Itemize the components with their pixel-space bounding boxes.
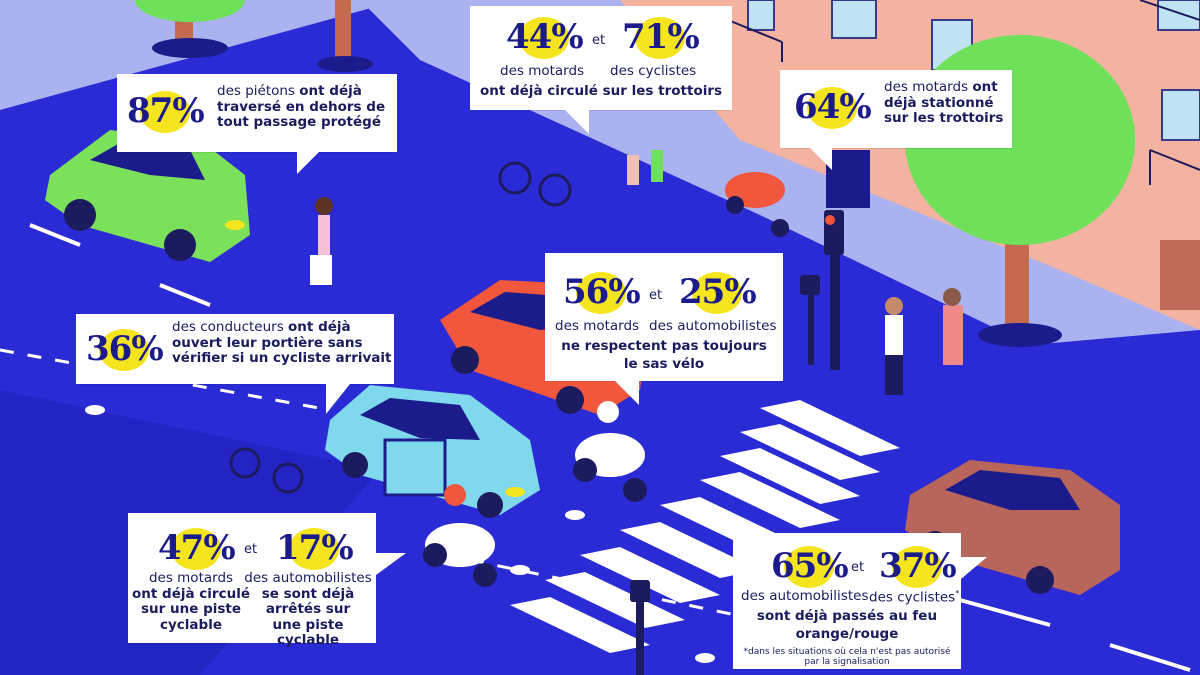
stat-door-line3: vérifier si un cycliste arrivait — [172, 350, 392, 367]
stat-bike-box-label-motards: des motards — [555, 318, 640, 334]
stat-bike-lane-a-line3: sur une piste — [140, 601, 242, 618]
stat-sidewalk-ride-label-cyclistes: des cyclistes — [610, 63, 697, 79]
stat-sidewalk-park-line1-bold: ont — [972, 79, 998, 95]
stat-door-line1: des conducteurs — [172, 319, 284, 335]
stat-door-line2: ouvert leur portière sans — [172, 334, 363, 351]
stat-bike-box-label-automobilistes: des automobilistes — [649, 318, 777, 334]
bubble-tail — [565, 110, 589, 134]
stat-pedestrians-line2: traversé en dehors de — [217, 98, 386, 115]
stat-door-line1-bold: ont déjà — [288, 319, 351, 335]
bubble-tail — [297, 152, 319, 174]
stat-bike-lane-b-line2: se sont déjà — [261, 585, 355, 602]
stat-sidewalk-park-line1: des motards — [884, 79, 969, 95]
stat-bike-box-and: et — [649, 288, 663, 303]
stat-red-light-note1: *dans les situations où cela n'est pas a… — [743, 647, 951, 657]
stat-sidewalk-park-percent: 64% — [794, 87, 872, 127]
stat-sidewalk-ride-and: et — [592, 33, 606, 48]
stat-sidewalk-park-line2: déjà stationné — [884, 94, 994, 111]
stat-bubble-bike-box: 56% et 25% des motards des automobiliste… — [545, 253, 783, 405]
stat-bubble-sidewalk-park: 64% des motards ont déjà stationné sur l… — [780, 70, 1012, 170]
stat-red-light-percent-cyclistes: 37% — [879, 546, 957, 586]
stat-pedestrians-line3: tout passage protégé — [217, 114, 381, 131]
stat-bike-box-line1: ne respectent pas toujours — [561, 338, 767, 354]
stat-red-light-and: et — [851, 560, 865, 575]
stat-red-light-asterisk: * — [955, 589, 960, 598]
bubble-tail — [376, 553, 406, 575]
stat-red-light-label-cyclistes: des cyclistes — [869, 589, 956, 606]
stat-sidewalk-ride-label-motards: des motards — [500, 63, 585, 79]
stat-bike-lane-label-automobilistes: des automobilistes — [244, 570, 372, 586]
stat-door-percent: 36% — [86, 329, 164, 369]
stat-bubble-red-light: 65% et 37% des automobilistes des cyclis… — [733, 533, 987, 669]
stat-bike-box-percent-automobilistes: 25% — [679, 272, 757, 312]
stat-pedestrians-line1-bold: ont déjà — [299, 83, 362, 99]
stat-pedestrians-line1: des piétons — [217, 83, 295, 99]
stat-bike-lane-b-line4: une piste cyclable — [272, 616, 344, 649]
bubble-tail — [326, 384, 350, 414]
stat-bike-lane-percent-automobilistes: 17% — [276, 528, 354, 568]
stat-red-light-percent-automobilistes: 65% — [771, 546, 849, 586]
stat-bike-box-percent-motards: 56% — [563, 272, 641, 312]
stat-bike-lane-percent-motards: 47% — [158, 528, 236, 568]
stat-sidewalk-ride-line: ont déjà circulé sur les trottoirs — [479, 83, 723, 99]
stat-pedestrians-percent: 87% — [127, 91, 205, 131]
stat-bubble-door: 36% des conducteurs ont déjà ouvert leur… — [76, 314, 394, 414]
bubble-tail — [961, 557, 987, 579]
stat-bike-lane-a-line4: cyclable — [160, 616, 222, 633]
stat-bike-lane-and: et — [244, 542, 258, 557]
stat-red-light-line1: sont déjà passés au feu — [756, 608, 938, 624]
stat-bike-lane-b-line3: arrêtés sur — [265, 601, 351, 618]
stat-red-light-label-automobilistes: des automobilistes — [741, 588, 869, 604]
stat-bike-lane-label-motards: des motards — [148, 570, 234, 586]
stat-sidewalk-ride-percent-cyclistes: 71% — [622, 17, 700, 57]
bubble-tail — [810, 148, 832, 170]
stat-red-light-line2: orange/rouge — [795, 626, 899, 642]
stat-bubble-bike-lane: 47% et 17% des motards ont déjà circulé … — [128, 513, 406, 648]
stat-bike-box-line2: le sas vélo — [623, 356, 705, 372]
stat-sidewalk-ride-percent-motards: 44% — [506, 17, 584, 57]
stat-bike-lane-a-line2: ont déjà circulé — [132, 585, 250, 602]
stat-red-light-note2: par la signalisation — [804, 657, 890, 667]
stat-bubble-sidewalk-ride: 44% et 71% des motards des cyclistes ont… — [470, 6, 732, 134]
bubble-tail — [615, 381, 639, 405]
stat-bubble-pedestrians: 87% des piétons ont déjà traversé en deh… — [117, 74, 397, 174]
stat-sidewalk-park-line3: sur les trottoirs — [884, 110, 1004, 127]
